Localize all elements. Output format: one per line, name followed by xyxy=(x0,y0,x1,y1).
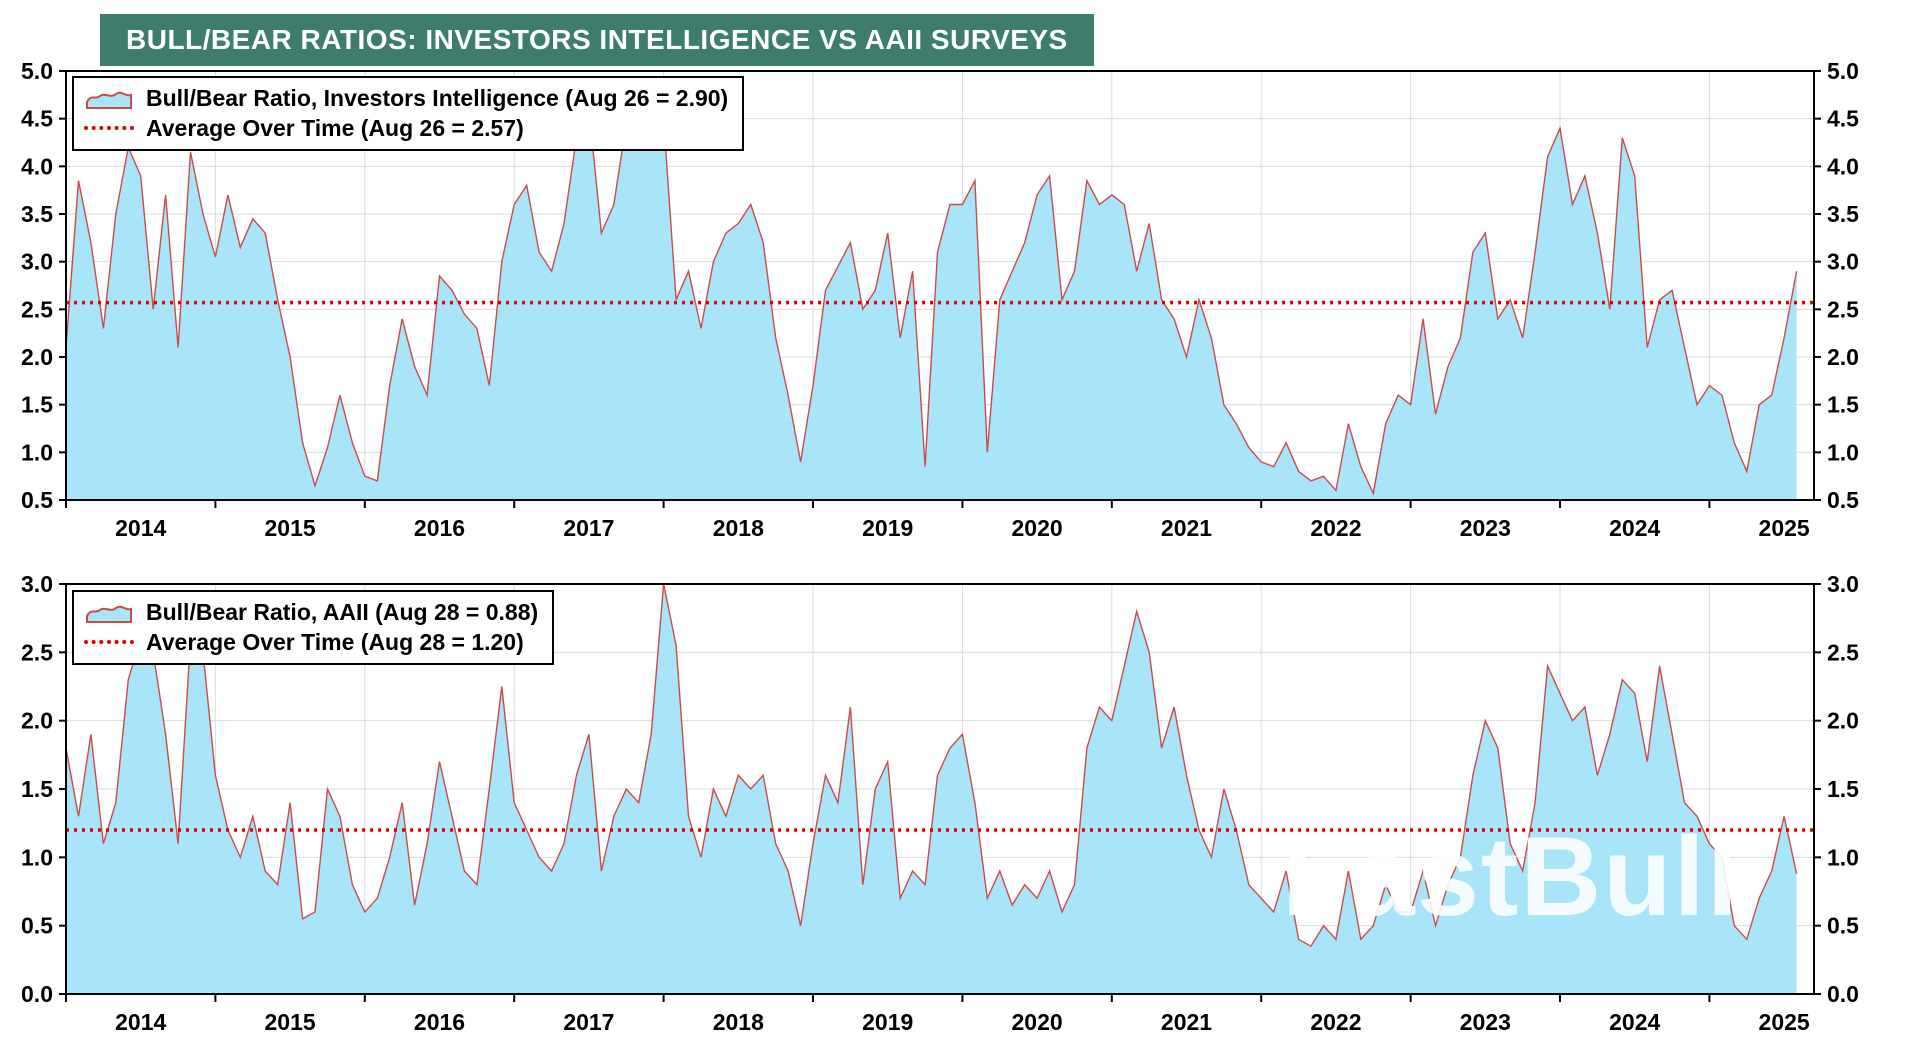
legend-row-average: Average Over Time (Aug 26 = 2.57) xyxy=(84,113,728,143)
svg-text:2020: 2020 xyxy=(1012,515,1063,541)
legend-label-series: Bull/Bear Ratio, AAII (Aug 28 = 0.88) xyxy=(146,598,539,625)
dotted-line-swatch-icon xyxy=(84,126,134,130)
svg-text:2016: 2016 xyxy=(414,1009,465,1035)
svg-text:4.5: 4.5 xyxy=(1827,106,1859,132)
svg-text:5.0: 5.0 xyxy=(21,58,53,84)
svg-text:2.0: 2.0 xyxy=(21,708,53,734)
svg-text:2023: 2023 xyxy=(1460,1009,1511,1035)
svg-text:2.5: 2.5 xyxy=(1827,296,1859,322)
svg-text:2015: 2015 xyxy=(265,515,316,541)
svg-text:2023: 2023 xyxy=(1460,515,1511,541)
svg-text:0.5: 0.5 xyxy=(1827,913,1859,939)
dotted-line-swatch-icon xyxy=(84,640,134,644)
svg-text:1.5: 1.5 xyxy=(1827,392,1859,418)
svg-text:3.5: 3.5 xyxy=(1827,201,1859,227)
svg-text:2024: 2024 xyxy=(1609,1009,1660,1035)
svg-text:2.0: 2.0 xyxy=(21,344,53,370)
svg-text:1.5: 1.5 xyxy=(1827,776,1859,802)
legend-row-average: Average Over Time (Aug 28 = 1.20) xyxy=(84,627,538,657)
svg-text:2019: 2019 xyxy=(862,1009,913,1035)
svg-text:1.0: 1.0 xyxy=(1827,439,1859,465)
svg-text:1.0: 1.0 xyxy=(1827,844,1859,870)
svg-text:2.0: 2.0 xyxy=(1827,344,1859,370)
svg-text:4.0: 4.0 xyxy=(21,153,53,179)
svg-text:2025: 2025 xyxy=(1759,1009,1810,1035)
legend-label-average: Average Over Time (Aug 26 = 2.57) xyxy=(146,114,524,141)
svg-text:0.5: 0.5 xyxy=(1827,487,1859,513)
svg-text:2017: 2017 xyxy=(563,515,614,541)
legend-aaii: Bull/Bear Ratio, AAII (Aug 28 = 0.88) Av… xyxy=(72,590,555,665)
svg-text:0.0: 0.0 xyxy=(1827,981,1859,1007)
svg-text:2020: 2020 xyxy=(1012,1009,1063,1035)
svg-text:3.0: 3.0 xyxy=(1827,249,1859,275)
legend-label-series: Bull/Bear Ratio, Investors Intelligence … xyxy=(146,84,729,111)
svg-text:2022: 2022 xyxy=(1310,1009,1361,1035)
svg-text:2.5: 2.5 xyxy=(21,296,53,322)
svg-text:1.5: 1.5 xyxy=(21,776,53,802)
svg-text:3.0: 3.0 xyxy=(21,571,53,597)
svg-text:2022: 2022 xyxy=(1310,515,1361,541)
area-swatch-icon xyxy=(86,605,132,623)
legend-investors-intelligence: Bull/Bear Ratio, Investors Intelligence … xyxy=(72,76,745,151)
legend-row-series: Bull/Bear Ratio, AAII (Aug 28 = 0.88) xyxy=(84,597,538,627)
svg-text:2016: 2016 xyxy=(414,515,465,541)
svg-text:4.0: 4.0 xyxy=(1827,153,1859,179)
svg-text:2015: 2015 xyxy=(265,1009,316,1035)
svg-text:2019: 2019 xyxy=(862,515,913,541)
svg-text:1.0: 1.0 xyxy=(21,844,53,870)
investors-intelligence-chart: 0.5 0.5 1.0 1.0 1.5 1.5 2.0 2.0 2.5 2.5 3.0 3.0 3.5 3… xyxy=(21,58,1859,541)
svg-text:2025: 2025 xyxy=(1759,515,1810,541)
legend-label-average: Average Over Time (Aug 28 = 1.20) xyxy=(146,628,524,655)
svg-text:2018: 2018 xyxy=(713,1009,764,1035)
svg-text:2021: 2021 xyxy=(1161,515,1212,541)
svg-text:3.5: 3.5 xyxy=(21,201,53,227)
legend-row-series: Bull/Bear Ratio, Investors Intelligence … xyxy=(84,83,728,113)
svg-text:2017: 2017 xyxy=(563,1009,614,1035)
svg-text:2014: 2014 xyxy=(115,515,166,541)
svg-text:2018: 2018 xyxy=(713,515,764,541)
svg-text:4.5: 4.5 xyxy=(21,106,53,132)
svg-text:2.5: 2.5 xyxy=(21,639,53,665)
svg-text:2.0: 2.0 xyxy=(1827,708,1859,734)
area-swatch-icon xyxy=(86,91,132,109)
page-title: BULL/BEAR RATIOS: INVESTORS INTELLIGENCE… xyxy=(100,14,1094,66)
svg-text:0.0: 0.0 xyxy=(21,981,53,1007)
svg-text:3.0: 3.0 xyxy=(1827,571,1859,597)
svg-text:3.0: 3.0 xyxy=(21,249,53,275)
page-title-text: BULL/BEAR RATIOS: INVESTORS INTELLIGENCE… xyxy=(126,24,1068,55)
svg-text:1.5: 1.5 xyxy=(21,392,53,418)
svg-text:2.5: 2.5 xyxy=(1827,639,1859,665)
svg-text:1.0: 1.0 xyxy=(21,439,53,465)
svg-text:2021: 2021 xyxy=(1161,1009,1212,1035)
svg-text:0.5: 0.5 xyxy=(21,487,53,513)
svg-text:0.5: 0.5 xyxy=(21,913,53,939)
svg-text:2024: 2024 xyxy=(1609,515,1660,541)
svg-text:5.0: 5.0 xyxy=(1827,58,1859,84)
svg-text:2014: 2014 xyxy=(115,1009,166,1035)
aaii-chart: 0.0 0.0 0.5 0.5 1.0 1.0 1.5 1.5 2.0 2.0 2.5 2.5 3.0 3… xyxy=(21,571,1859,1035)
